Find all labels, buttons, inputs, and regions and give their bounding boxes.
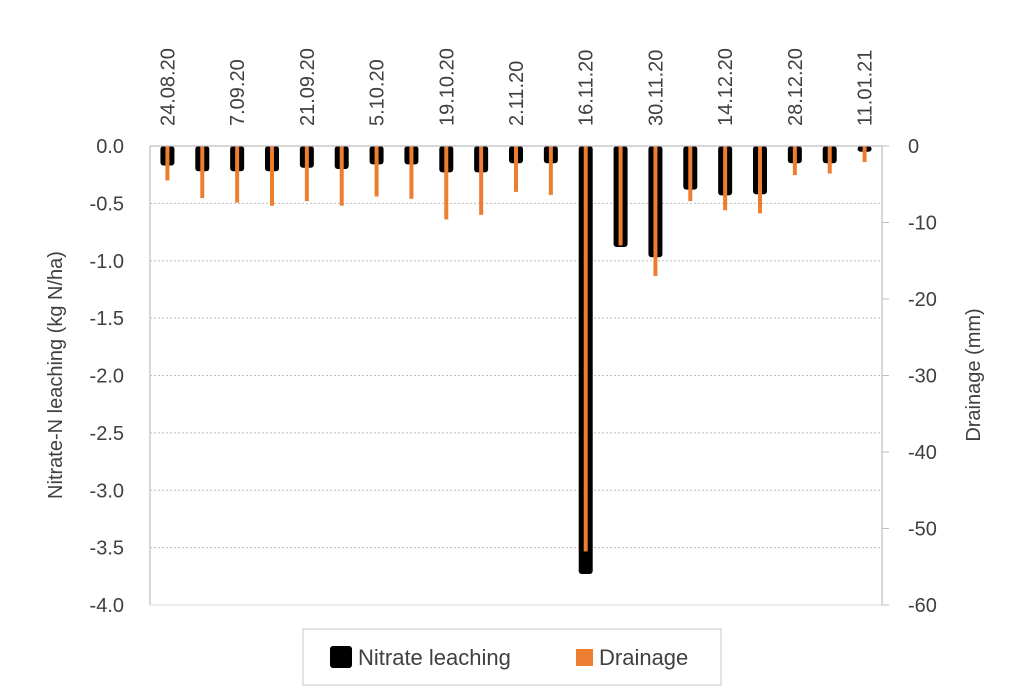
x-tick-label: 21.09.20 [297, 48, 319, 126]
y-axis-title: Nitrate-N leaching (kg N/ha) [45, 251, 67, 499]
y2-tick-label: -60 [908, 595, 937, 617]
x-tick-label: 14.12.20 [715, 48, 737, 126]
y2-tick-label: -50 [908, 519, 937, 541]
x-axis-ticks: 24.08.20 7.09.20 21.09.20 5.10.20 19.10.20 2.… [157, 48, 876, 126]
bar-drainage [723, 146, 728, 211]
bar-drainage [304, 146, 309, 202]
bar-drainage [758, 146, 762, 214]
y2-tick-label: -40 [908, 442, 937, 464]
bar-drainage [200, 146, 205, 199]
bar-drainage [548, 146, 553, 195]
legend-swatch-nitrate [330, 646, 352, 668]
bar-drainage [374, 146, 379, 197]
y2-axis-title: Drainage (mm) [963, 308, 985, 441]
bar-drainage [235, 146, 240, 203]
y-tick-label: -0.5 [90, 193, 124, 215]
y2-tick-label: -30 [908, 366, 937, 388]
bar-drainage [479, 146, 484, 215]
legend-box [302, 628, 722, 686]
legend-label-drainage: Drainage [599, 645, 688, 670]
bar-drainage [653, 146, 658, 277]
bar-drainage [339, 146, 344, 206]
x-tick-label: 11.01.21 [855, 50, 877, 126]
x-tick-label: 2.11.20 [506, 61, 528, 126]
bar-drainage [270, 146, 274, 206]
bar-drainage [862, 146, 867, 163]
x-tick-label: 28.12.20 [785, 48, 807, 126]
y-tick-label: -2.5 [90, 423, 124, 445]
legend-label-nitrate: Nitrate leaching [358, 645, 511, 670]
bar-drainage [618, 146, 623, 246]
y-tick-label: -3.0 [90, 480, 124, 502]
right-axis-ticks: 0 -10 -20 -30 -40 -50 -60 [882, 136, 937, 617]
bar-drainage [827, 146, 832, 174]
bar-drainage [792, 146, 797, 176]
x-tick-label: 19.10.20 [436, 48, 458, 126]
bars [160, 146, 872, 575]
y2-tick-label: -20 [908, 289, 937, 311]
bar-drainage [409, 146, 414, 199]
y-tick-label: 0.0 [96, 136, 124, 158]
bar-drainage [688, 146, 693, 202]
y2-tick-label: 0 [908, 136, 919, 158]
bar-drainage [165, 146, 170, 181]
x-tick-label: 5.10.20 [367, 59, 389, 126]
x-tick-label: 30.11.20 [645, 50, 667, 126]
y-tick-label: -4.0 [90, 595, 124, 617]
left-axis-ticks: 0.0 -0.5 -1.0 -1.5 -2.0 -2.5 -3.0 -3.5 -4.0 [90, 136, 124, 617]
y2-tick-label: -10 [908, 213, 937, 235]
grid-lines [150, 202, 882, 606]
legend: Nitrate leaching Drainage [302, 628, 722, 686]
bar-drainage [583, 146, 588, 552]
y-tick-label: -1.0 [90, 251, 124, 273]
x-tick-label: 16.11.20 [576, 50, 598, 126]
x-tick-label: 7.09.20 [227, 59, 249, 126]
bar-drainage [444, 146, 449, 220]
x-tick-label: 24.08.20 [157, 48, 179, 126]
y-tick-label: -1.5 [90, 308, 124, 330]
bar-drainage [514, 146, 518, 192]
legend-swatch-drainage [576, 649, 593, 666]
y-tick-label: -3.5 [90, 538, 124, 560]
y-tick-label: -2.0 [90, 366, 124, 388]
